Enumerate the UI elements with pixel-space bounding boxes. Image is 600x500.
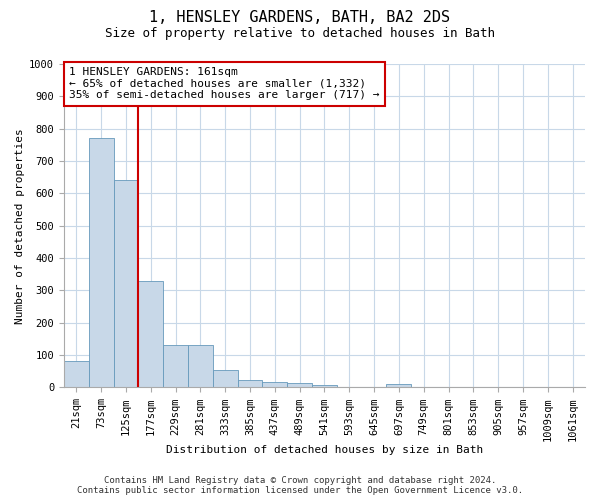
Text: 1 HENSLEY GARDENS: 161sqm
← 65% of detached houses are smaller (1,332)
35% of se: 1 HENSLEY GARDENS: 161sqm ← 65% of detac… — [69, 67, 380, 100]
Y-axis label: Number of detached properties: Number of detached properties — [15, 128, 25, 324]
Bar — [312, 385, 337, 388]
Bar — [238, 380, 262, 388]
Bar — [287, 384, 312, 388]
Bar — [262, 382, 287, 388]
Bar — [139, 280, 163, 388]
Bar — [213, 370, 238, 388]
Bar — [89, 138, 113, 388]
Bar — [113, 180, 139, 388]
X-axis label: Distribution of detached houses by size in Bath: Distribution of detached houses by size … — [166, 445, 483, 455]
Text: Size of property relative to detached houses in Bath: Size of property relative to detached ho… — [105, 28, 495, 40]
Text: Contains HM Land Registry data © Crown copyright and database right 2024.
Contai: Contains HM Land Registry data © Crown c… — [77, 476, 523, 495]
Bar — [188, 346, 213, 388]
Text: 1, HENSLEY GARDENS, BATH, BA2 2DS: 1, HENSLEY GARDENS, BATH, BA2 2DS — [149, 10, 451, 25]
Bar — [386, 384, 411, 388]
Bar — [64, 361, 89, 388]
Bar — [163, 346, 188, 388]
